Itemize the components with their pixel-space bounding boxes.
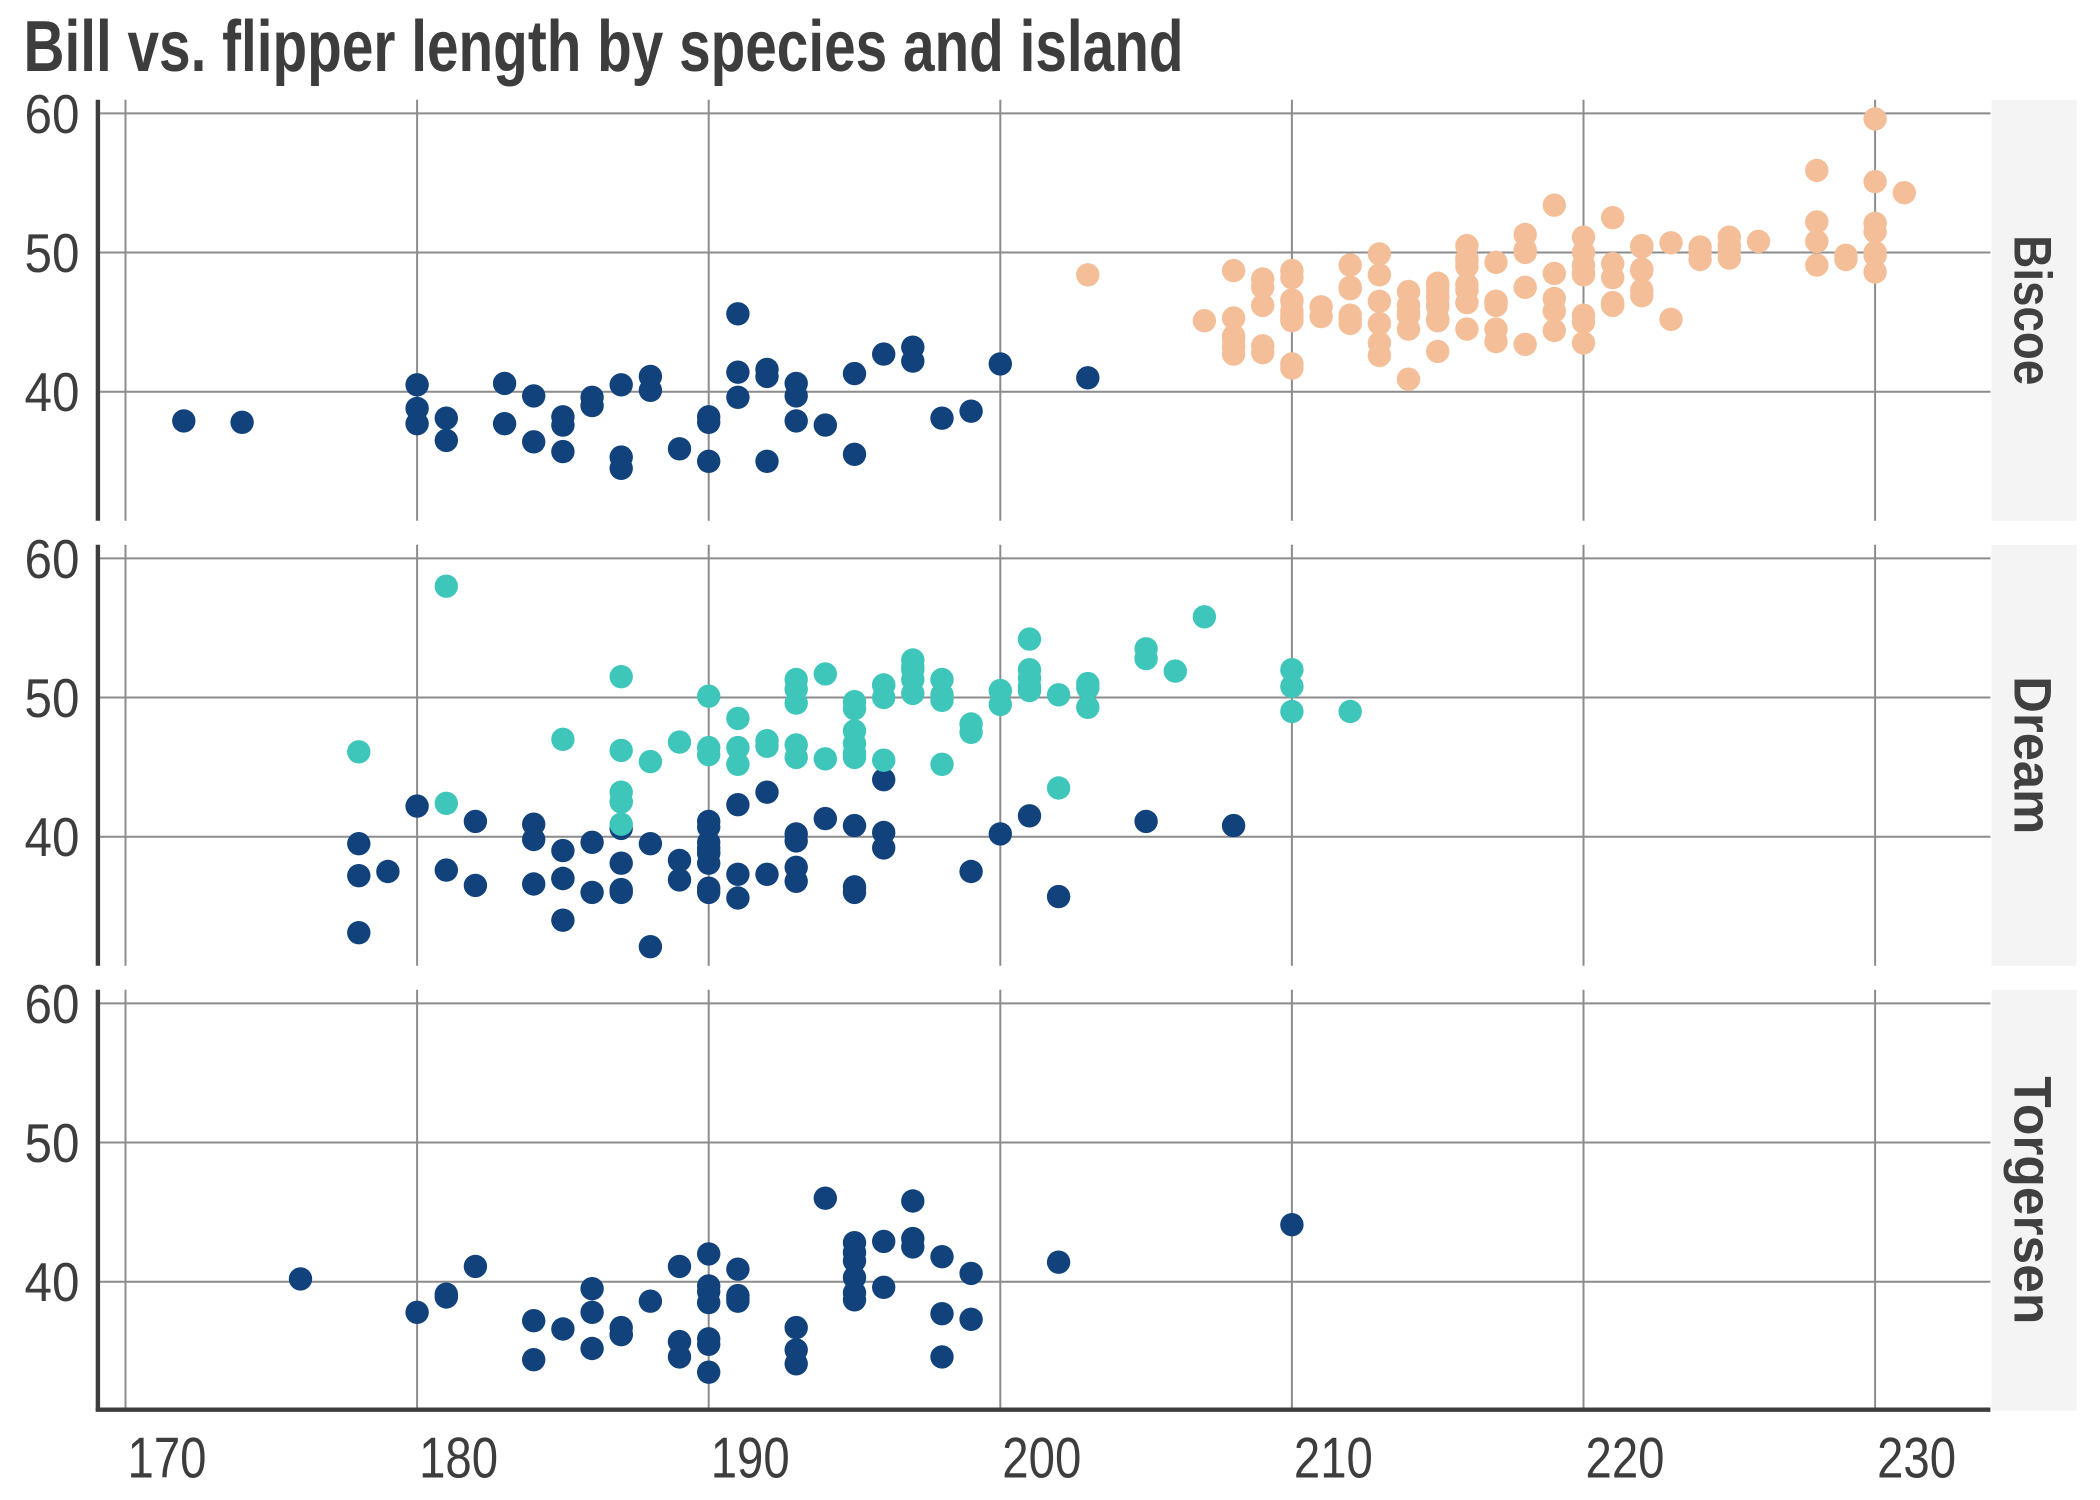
svg-text:170: 170 <box>128 1427 207 1491</box>
svg-text:Torgersen: Torgersen <box>2003 1076 2062 1324</box>
svg-text:40: 40 <box>25 806 80 868</box>
svg-text:60: 60 <box>25 83 80 145</box>
svg-text:200: 200 <box>1002 1427 1081 1491</box>
svg-text:40: 40 <box>25 1251 80 1313</box>
svg-text:Bill vs. flipper length by spe: Bill vs. flipper length by species and i… <box>24 7 1184 87</box>
svg-text:40: 40 <box>25 361 80 423</box>
svg-text:Biscoe: Biscoe <box>2003 235 2062 385</box>
svg-text:190: 190 <box>711 1427 790 1491</box>
svg-text:230: 230 <box>1877 1427 1956 1491</box>
svg-text:50: 50 <box>25 222 80 284</box>
svg-text:50: 50 <box>25 667 80 729</box>
svg-text:210: 210 <box>1294 1427 1373 1491</box>
svg-text:60: 60 <box>25 528 80 590</box>
svg-text:60: 60 <box>25 973 80 1035</box>
svg-text:180: 180 <box>419 1427 498 1491</box>
svg-text:220: 220 <box>1586 1427 1665 1491</box>
svg-text:Dream: Dream <box>2003 676 2062 834</box>
svg-text:50: 50 <box>25 1112 80 1174</box>
